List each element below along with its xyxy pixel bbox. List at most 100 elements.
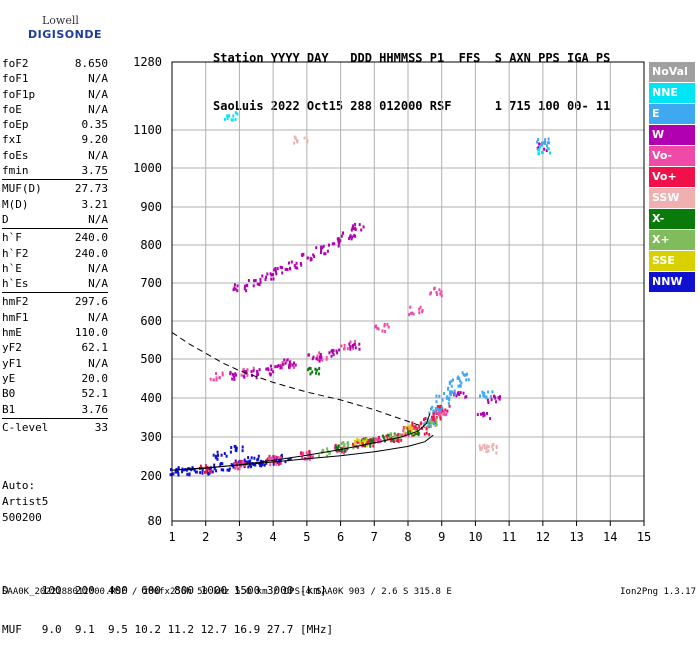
data-point: [354, 222, 357, 226]
data-point: [544, 138, 547, 142]
x-tick-label: 10: [468, 530, 482, 544]
data-point: [232, 373, 235, 377]
data-point: [276, 365, 279, 369]
data-point: [347, 442, 350, 446]
data-point: [294, 363, 297, 367]
data-point: [236, 284, 239, 288]
data-point: [483, 413, 486, 417]
data-point: [258, 282, 261, 286]
data-point: [377, 327, 380, 331]
param-key: B0: [2, 387, 16, 401]
data-point: [431, 405, 434, 409]
param-key: D: [2, 212, 9, 226]
data-point: [323, 252, 326, 256]
data-point: [286, 358, 289, 362]
data-point: [491, 443, 494, 447]
data-point: [257, 454, 260, 458]
data-point: [221, 371, 224, 375]
data-point: [229, 450, 232, 454]
data-point: [369, 444, 372, 448]
x-tick-label: 13: [569, 530, 583, 544]
data-point: [284, 267, 287, 271]
param-key: hmF2: [2, 295, 29, 309]
data-point: [366, 440, 369, 444]
data-point: [351, 226, 354, 230]
data-point: [411, 421, 414, 425]
data-point: [465, 372, 468, 376]
data-point: [435, 394, 438, 398]
data-point: [240, 464, 243, 468]
data-point: [462, 391, 465, 395]
data-point: [442, 412, 445, 416]
data-point: [480, 412, 482, 416]
data-point: [347, 444, 349, 448]
data-point: [240, 373, 243, 377]
data-point: [362, 437, 365, 441]
data-point: [285, 359, 288, 363]
data-point: [432, 417, 435, 420]
data-point: [352, 344, 354, 347]
data-point: [252, 463, 255, 467]
data-point: [199, 471, 202, 475]
data-point: [252, 366, 255, 370]
data-point: [267, 457, 270, 461]
param-key: fxI: [2, 133, 22, 147]
data-point: [453, 389, 456, 393]
x-tick-label: 15: [637, 530, 651, 544]
param-value: 52.1: [81, 387, 109, 401]
data-point: [274, 365, 277, 369]
data-point: [343, 443, 346, 447]
data-point: [427, 421, 430, 424]
data-point: [328, 451, 331, 455]
data-point: [234, 462, 237, 466]
legend-item-nne: NNE: [649, 83, 695, 103]
data-point: [421, 310, 424, 314]
data-point: [245, 460, 248, 464]
data-point: [482, 414, 485, 418]
data-point: [319, 353, 322, 357]
data-point: [220, 462, 223, 465]
data-point: [384, 330, 387, 333]
data-point: [428, 421, 431, 425]
data-point: [547, 147, 550, 151]
x-tick-label: 7: [371, 530, 378, 544]
param-row: h`Es N/A: [2, 276, 108, 291]
param-row: M(D) 3.21: [2, 197, 108, 212]
param-value: 110.0: [74, 326, 108, 340]
data-point: [201, 468, 204, 472]
data-point: [248, 463, 251, 467]
x-tick-label: 12: [536, 530, 550, 544]
data-point: [338, 449, 341, 453]
data-point: [279, 265, 282, 269]
data-point: [336, 351, 339, 355]
data-point: [253, 456, 256, 460]
data-point: [261, 274, 264, 278]
data-point: [412, 433, 415, 437]
data-point: [278, 460, 281, 464]
y-tick-label: 400: [140, 391, 162, 405]
data-point: [490, 395, 493, 399]
data-point: [385, 434, 388, 438]
logo-line1: Lowell: [42, 14, 79, 27]
data-point: [367, 441, 370, 445]
param-value: 9.20: [81, 133, 109, 147]
data-point: [339, 239, 342, 243]
param-row: h`F2 240.0: [2, 246, 108, 261]
data-point: [332, 353, 335, 357]
data-point: [438, 405, 441, 409]
data-point: [284, 361, 287, 365]
data-point: [439, 405, 442, 409]
data-point: [172, 472, 175, 476]
data-point: [449, 390, 452, 394]
data-point: [436, 407, 439, 411]
param-key: M(D): [2, 197, 29, 211]
param-value: 297.6: [74, 295, 108, 309]
param-value: N/A: [88, 102, 108, 116]
data-point: [228, 468, 231, 472]
scaled-parameters-panel: foF2 8.650 foF1 N/A foF1p N/A foE N/A foEp 0.35 fx…: [2, 56, 108, 435]
data-point: [326, 249, 329, 253]
data-point: [255, 376, 258, 380]
auto-line: Artist5: [2, 495, 49, 508]
data-point: [447, 401, 450, 405]
file-footer: SAA0K_2022288012000.RSF / 280fx256h 50 k…: [2, 587, 452, 597]
